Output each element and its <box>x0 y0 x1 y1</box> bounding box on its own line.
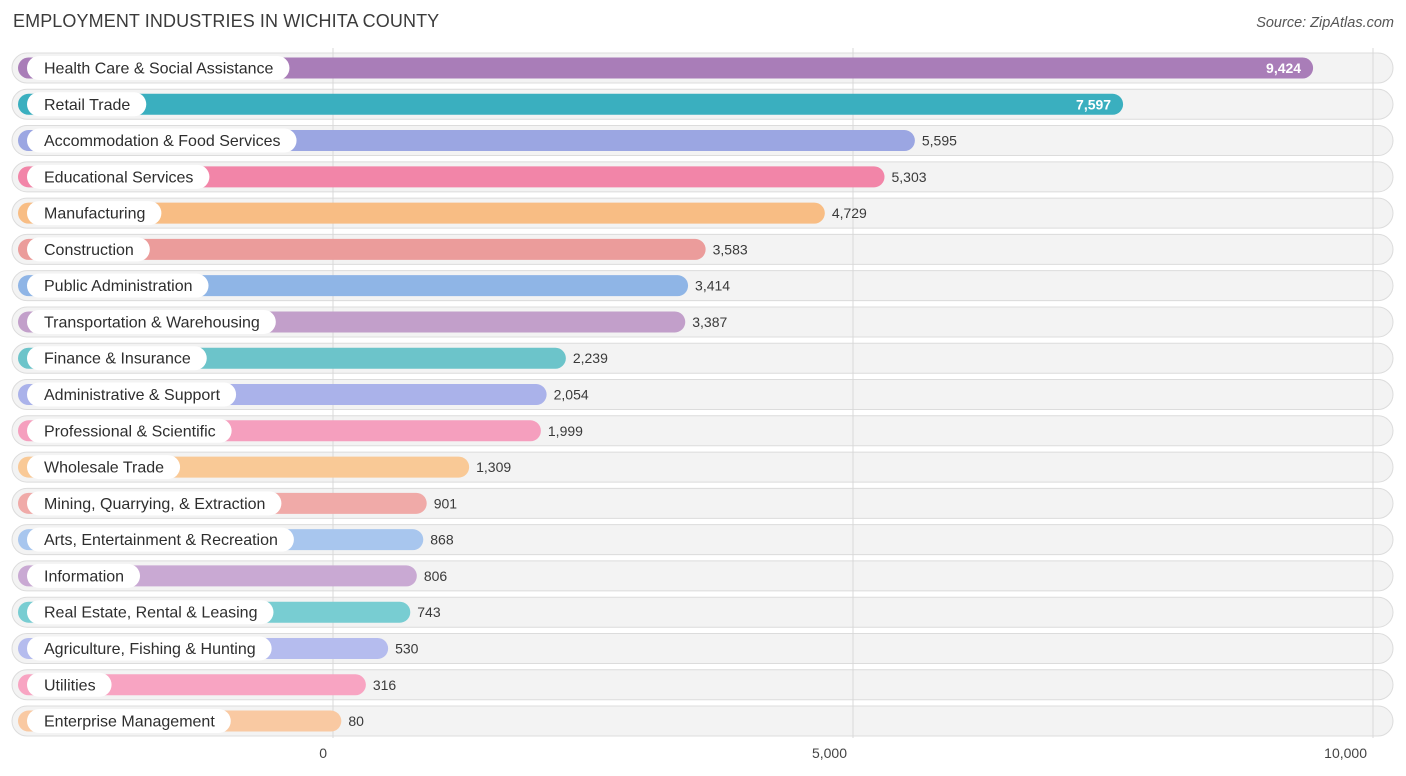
category-label: Accommodation & Food Services <box>44 133 281 150</box>
category-label: Information <box>44 568 124 585</box>
category-label: Real Estate, Rental & Leasing <box>44 605 257 622</box>
bar-group: Agriculture, Fishing & Hunting 530 <box>18 636 419 661</box>
value-label: 743 <box>417 604 441 620</box>
label-pill <box>27 128 297 153</box>
bar-group: Information 806 <box>18 563 448 588</box>
value-label: 3,414 <box>695 278 730 294</box>
bar <box>18 57 1314 79</box>
label-pill <box>27 382 237 407</box>
bar-group: Health Care & Social Assistance 9,424 <box>18 56 1314 80</box>
label-pill <box>27 455 181 480</box>
x-tick-label: 5,000 <box>812 745 847 761</box>
bar-group: Construction 3,583 <box>18 237 748 262</box>
label-pill <box>27 563 141 588</box>
chart-title: EMPLOYMENT INDUSTRIES IN WICHITA COUNTY <box>13 11 440 31</box>
category-label: Public Administration <box>44 278 193 295</box>
category-label: Construction <box>44 242 134 259</box>
category-label: Arts, Entertainment & Recreation <box>44 532 278 549</box>
value-label: 3,387 <box>692 314 727 330</box>
value-label: 530 <box>395 640 419 656</box>
bar <box>18 238 706 260</box>
value-label: 4,729 <box>832 205 867 221</box>
bar-group: Public Administration 3,414 <box>18 273 730 298</box>
bar-group: Wholesale Trade 1,309 <box>18 455 511 480</box>
value-label: 3,583 <box>713 241 748 257</box>
x-tick-label: 10,000 <box>1324 745 1367 761</box>
bar-group: Arts, Entertainment & Recreation 868 <box>18 527 454 552</box>
bar-group: Finance & Insurance 2,239 <box>18 346 608 371</box>
value-label: 316 <box>373 677 397 693</box>
row-track <box>11 705 1394 737</box>
bar-group: Professional & Scientific 1,999 <box>18 418 583 443</box>
label-pill <box>27 527 294 552</box>
bar-group: Manufacturing 4,729 <box>18 201 867 226</box>
label-pill <box>27 709 231 734</box>
value-label: 7,597 <box>1076 96 1111 112</box>
category-label: Utilities <box>44 677 96 694</box>
category-label: Retail Trade <box>44 97 130 114</box>
value-label: 901 <box>434 495 458 511</box>
value-label: 80 <box>348 713 364 729</box>
value-label: 5,303 <box>892 169 927 185</box>
category-label: Administrative & Support <box>44 387 221 404</box>
value-label: 2,054 <box>554 387 589 403</box>
category-label: Manufacturing <box>44 206 145 223</box>
category-label: Educational Services <box>44 169 193 186</box>
bar-group: Administrative & Support 2,054 <box>18 382 589 407</box>
value-label: 2,239 <box>573 350 608 366</box>
label-pill <box>27 56 290 80</box>
value-label: 806 <box>424 568 448 584</box>
bar-group: Retail Trade 7,597 <box>18 92 1124 117</box>
bar-group: Mining, Quarrying, & Extraction 901 <box>18 491 458 516</box>
label-pill <box>27 491 282 516</box>
category-label: Mining, Quarrying, & Extraction <box>44 496 265 513</box>
label-pill <box>27 273 209 298</box>
value-label: 1,999 <box>548 423 583 439</box>
value-label: 1,309 <box>476 459 511 475</box>
bar <box>18 93 1124 115</box>
bar <box>18 202 825 224</box>
category-label: Health Care & Social Assistance <box>44 61 274 78</box>
label-pill <box>27 201 162 226</box>
label-pill <box>27 672 112 697</box>
label-pill <box>27 346 207 371</box>
category-label: Professional & Scientific <box>44 423 216 440</box>
label-pill <box>27 600 274 625</box>
value-label: 868 <box>430 532 454 548</box>
category-label: Agriculture, Fishing & Hunting <box>44 641 256 658</box>
bar-group: Utilities 316 <box>18 672 397 697</box>
category-label: Transportation & Warehousing <box>44 314 260 331</box>
category-label: Finance & Insurance <box>44 351 191 368</box>
label-pill <box>27 92 147 117</box>
bar-group: Transportation & Warehousing 3,387 <box>18 309 727 334</box>
label-pill <box>27 309 276 334</box>
label-pill <box>27 237 150 262</box>
bar-group: Enterprise Management 80 <box>18 709 364 734</box>
chart-source: Source: ZipAtlas.com <box>1256 15 1394 31</box>
bar <box>18 166 885 188</box>
category-label: Wholesale Trade <box>44 460 164 477</box>
value-label: 9,424 <box>1266 60 1301 76</box>
x-axis: 0 5,000 10,000 <box>319 745 1367 761</box>
label-pill <box>27 636 272 661</box>
value-label: 5,595 <box>922 133 957 149</box>
bar-group: Real Estate, Rental & Leasing 743 <box>18 600 441 625</box>
label-pill <box>27 418 232 443</box>
bar-group: Accommodation & Food Services 5,595 <box>18 128 957 153</box>
bar-group: Educational Services 5,303 <box>18 164 927 189</box>
x-tick-label: 0 <box>319 745 327 761</box>
category-label: Enterprise Management <box>44 714 215 731</box>
label-pill <box>27 164 210 189</box>
